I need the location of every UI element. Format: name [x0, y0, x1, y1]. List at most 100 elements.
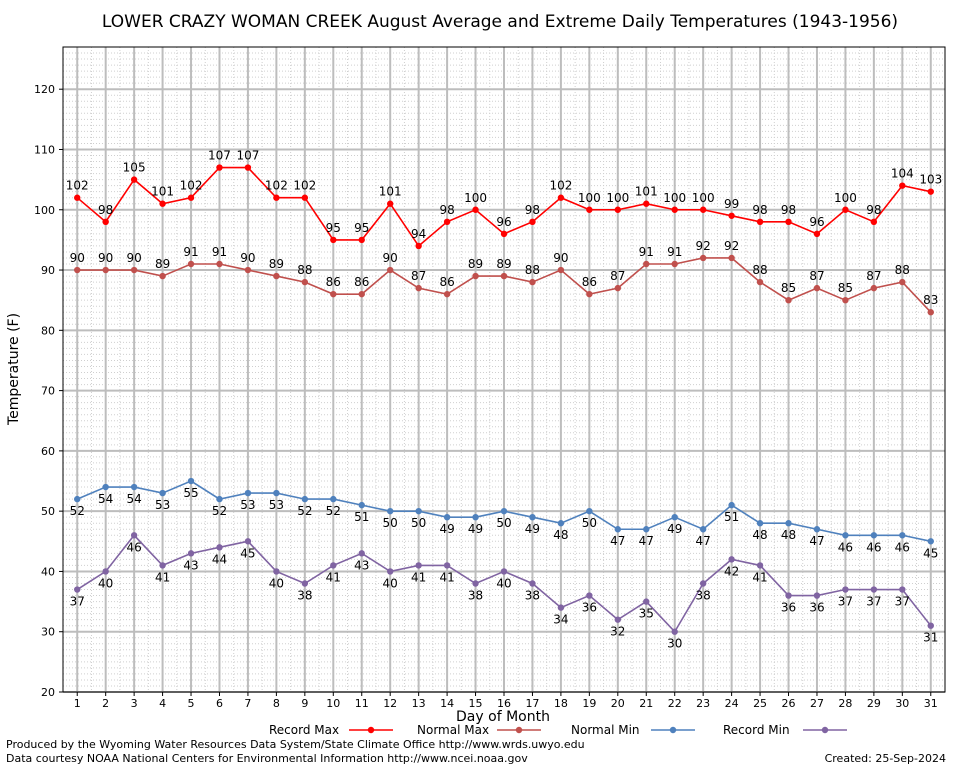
normal-max-point [273, 272, 280, 280]
x-tick-label: 30 [895, 697, 909, 710]
record-min-data-label: 43 [183, 558, 198, 572]
record-max-data-label: 100 [578, 191, 601, 205]
normal-min-point [102, 483, 109, 491]
x-tick-label: 1 [74, 697, 81, 710]
normal-max-data-label: 86 [582, 275, 597, 289]
record-max-data-label: 98 [439, 203, 454, 217]
x-axis-label: Day of Month [456, 709, 550, 725]
normal-max-data-label: 91 [667, 245, 682, 259]
x-tick-label: 27 [810, 697, 824, 710]
normal-max-point [244, 266, 252, 274]
normal-min-data-label: 51 [354, 510, 369, 524]
normal-max-point [728, 254, 735, 262]
record-max-point [443, 218, 451, 226]
normal-min-data-label: 51 [724, 510, 739, 524]
normal-max-data-label: 90 [126, 251, 141, 265]
x-tick-label: 29 [867, 697, 881, 710]
record-max-point [273, 194, 280, 201]
normal-min-data-label: 52 [297, 504, 312, 518]
record-min-point [899, 586, 906, 593]
normal-max-point [557, 266, 565, 274]
normal-min-data-label: 46 [895, 540, 910, 554]
normal-min-data-label: 54 [98, 492, 113, 506]
normal-min-point [671, 513, 678, 521]
normal-min-point [728, 501, 735, 509]
x-tick-label: 7 [244, 697, 251, 710]
normal-min-data-label: 52 [212, 504, 227, 518]
record-max-data-label: 100 [834, 191, 857, 205]
record-max-point [557, 194, 565, 201]
record-max-data-label: 100 [663, 191, 686, 205]
x-tick-label: 20 [611, 697, 625, 710]
normal-max-data-label: 90 [383, 251, 398, 265]
record-max-data-label: 100 [464, 191, 487, 205]
x-tick-label: 3 [131, 697, 138, 710]
y-tick-label: 40 [41, 565, 55, 578]
record-max-data-label: 101 [151, 185, 174, 199]
record-min-point [301, 580, 309, 587]
record-min-data-label: 35 [639, 607, 654, 621]
normal-max-point [842, 296, 849, 304]
x-tick-label: 17 [525, 697, 539, 710]
y-tick-label: 100 [34, 204, 55, 217]
normal-max-point [358, 290, 365, 298]
normal-max-point [102, 266, 109, 274]
record-max-point [728, 212, 735, 219]
record-min-data-label: 43 [354, 558, 369, 572]
record-min-data-label: 41 [326, 570, 341, 584]
normal-max-point [529, 278, 536, 286]
record-max-point [472, 206, 479, 213]
normal-min-data-label: 50 [582, 516, 597, 530]
normal-min-point [614, 526, 622, 533]
normal-min-data-label: 49 [439, 522, 454, 536]
record-min-data-label: 40 [383, 576, 398, 590]
normal-min-point [899, 532, 906, 539]
record-max-data-label: 100 [692, 191, 715, 205]
normal-min-point [842, 532, 849, 539]
normal-min-point [273, 489, 280, 497]
normal-min-point [500, 507, 508, 515]
normal-min-point [870, 532, 878, 539]
record-min-legend-marker [821, 726, 829, 734]
record-min-data-label: 40 [496, 576, 511, 590]
normal-max-data-label: 86 [439, 275, 454, 289]
normal-max-data-label: 85 [838, 281, 853, 295]
record-max-data-label: 98 [752, 203, 767, 217]
record-min-data-label: 42 [724, 564, 739, 578]
normal-max-data-label: 88 [297, 263, 312, 277]
normal-max-data-label: 91 [183, 245, 198, 259]
record-max-data-label: 107 [236, 149, 259, 163]
normal-max-data-label: 88 [525, 263, 540, 277]
record-max-point [756, 218, 764, 226]
record-min-point [728, 556, 735, 563]
record-min-data-label: 40 [269, 576, 284, 590]
normal-min-point [529, 513, 536, 521]
normal-max-data-label: 92 [724, 239, 739, 253]
normal-max-point [870, 284, 878, 292]
x-tick-label: 22 [668, 697, 682, 710]
normal-min-point [216, 495, 223, 503]
record-max-point [386, 200, 394, 207]
record-max-point [927, 188, 934, 195]
record-min-point [927, 622, 934, 629]
footer-created-date: Created: 25-Sep-2024 [824, 752, 946, 765]
normal-min-data-label: 54 [126, 492, 141, 506]
normal-min-data-label: 52 [326, 504, 341, 518]
x-tick-label: 9 [301, 697, 308, 710]
record-max-legend-label: Record Max [269, 723, 339, 737]
record-min-data-label: 41 [155, 570, 170, 584]
normal-min-point [330, 495, 337, 503]
x-tick-label: 2 [102, 697, 109, 710]
y-tick-label: 60 [41, 445, 55, 458]
normal-min-data-label: 47 [610, 534, 625, 548]
record-min-point [699, 580, 707, 587]
normal-min-data-label: 55 [183, 486, 198, 500]
record-min-data-label: 45 [240, 546, 255, 560]
record-min-point [74, 586, 81, 593]
normal-max-point [899, 278, 906, 286]
normal-max-point [443, 290, 451, 298]
record-max-point [529, 218, 536, 226]
record-min-point [785, 592, 792, 599]
legend: Record Max Normal Max Normal Min Record Min [269, 723, 847, 737]
